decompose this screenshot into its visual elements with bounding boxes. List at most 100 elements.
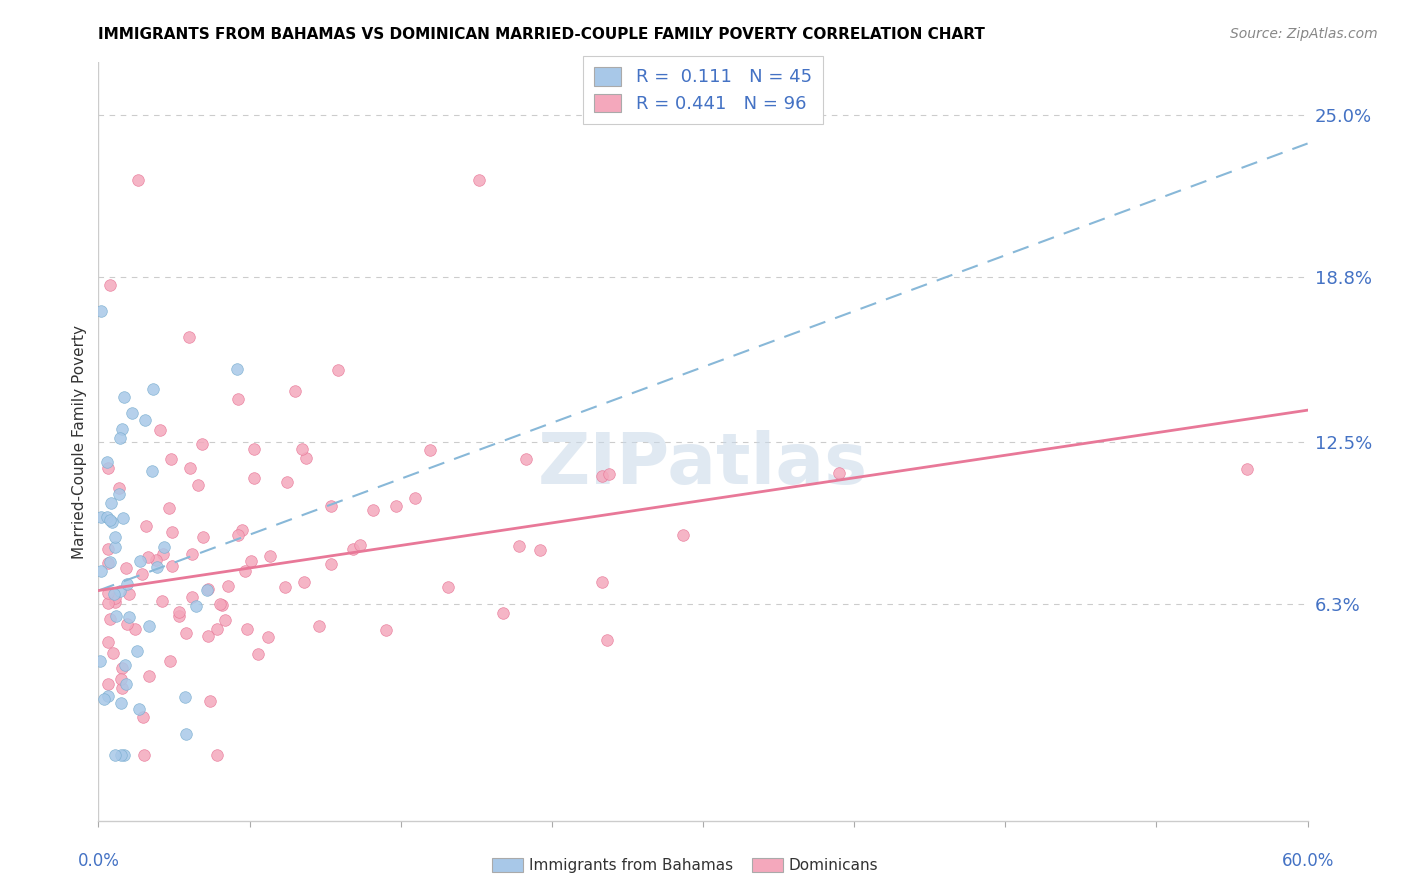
Point xyxy=(128,702,150,716)
Point xyxy=(361,503,384,517)
Point xyxy=(239,554,262,568)
Point xyxy=(90,303,112,318)
Point xyxy=(349,538,371,552)
Point xyxy=(319,558,342,572)
Point xyxy=(118,609,141,624)
Text: IMMIGRANTS FROM BAHAMAS VS DOMINICAN MARRIED-COUPLE FAMILY POVERTY CORRELATION C: IMMIGRANTS FROM BAHAMAS VS DOMINICAN MAR… xyxy=(98,27,986,42)
Point xyxy=(181,547,204,561)
Point xyxy=(596,632,619,647)
Point xyxy=(291,442,314,457)
Text: Immigrants from Bahamas: Immigrants from Bahamas xyxy=(529,858,733,872)
Point xyxy=(112,748,135,763)
Point xyxy=(508,539,530,553)
Point xyxy=(97,541,120,556)
Point xyxy=(193,530,215,544)
Point xyxy=(97,689,120,703)
Point xyxy=(591,574,613,589)
Point xyxy=(110,748,132,763)
Point xyxy=(274,581,297,595)
Point xyxy=(468,173,491,187)
Point xyxy=(225,361,247,376)
Point xyxy=(153,541,176,555)
Point xyxy=(104,748,127,763)
Point xyxy=(103,646,125,660)
Text: Dominicans: Dominicans xyxy=(789,858,879,872)
Point xyxy=(174,727,197,741)
Text: Source: ZipAtlas.com: Source: ZipAtlas.com xyxy=(1230,27,1378,41)
Point xyxy=(160,559,183,574)
Point xyxy=(104,591,127,606)
Point xyxy=(243,442,266,456)
Point xyxy=(132,710,155,724)
Point xyxy=(1236,461,1258,475)
Point xyxy=(138,669,160,683)
Point xyxy=(117,577,139,591)
Point xyxy=(97,557,120,571)
Point xyxy=(191,437,214,451)
Point xyxy=(197,582,219,596)
Point xyxy=(110,584,132,599)
Point xyxy=(98,555,121,569)
Point xyxy=(132,748,155,763)
Point xyxy=(112,390,135,404)
Point xyxy=(226,392,249,407)
Point xyxy=(515,451,537,466)
Point xyxy=(152,547,174,561)
Point xyxy=(97,586,120,600)
Point xyxy=(97,677,120,691)
Point xyxy=(159,654,181,668)
Point xyxy=(93,692,115,706)
Point xyxy=(135,518,157,533)
Point xyxy=(138,619,160,633)
Point xyxy=(96,455,118,469)
Point xyxy=(131,566,153,581)
Point xyxy=(150,593,173,607)
Point xyxy=(103,587,125,601)
Point xyxy=(319,500,342,514)
Point xyxy=(115,616,138,631)
Point xyxy=(492,606,515,620)
Point xyxy=(207,622,229,636)
Point xyxy=(226,528,249,542)
Point xyxy=(231,523,253,537)
Point xyxy=(205,748,228,763)
Point xyxy=(529,542,551,557)
Point xyxy=(243,471,266,485)
Point xyxy=(111,511,134,525)
Point xyxy=(211,598,233,612)
Point xyxy=(124,622,146,636)
Point xyxy=(110,696,132,710)
Point xyxy=(110,672,132,686)
Point xyxy=(384,499,406,513)
Point xyxy=(97,596,120,610)
Point xyxy=(115,676,138,690)
Point xyxy=(104,540,127,554)
Point xyxy=(259,549,281,563)
Point xyxy=(118,587,141,601)
Point xyxy=(179,460,201,475)
Point xyxy=(121,406,143,420)
Point xyxy=(115,561,138,575)
Point xyxy=(233,564,256,578)
Point xyxy=(108,481,131,495)
Y-axis label: Married-Couple Family Poverty: Married-Couple Family Poverty xyxy=(72,325,87,558)
Point xyxy=(111,681,134,695)
Point xyxy=(181,590,204,604)
Point xyxy=(257,630,280,644)
Point xyxy=(89,654,111,668)
Point xyxy=(127,644,149,658)
Point xyxy=(184,599,207,613)
Point xyxy=(128,554,150,568)
Point xyxy=(295,450,318,465)
Point xyxy=(141,465,163,479)
Point xyxy=(138,549,160,564)
Point xyxy=(284,384,307,398)
Point xyxy=(247,647,270,661)
Point xyxy=(437,580,460,594)
Point xyxy=(328,362,350,376)
Point xyxy=(187,478,209,492)
Point xyxy=(672,528,695,542)
Point xyxy=(100,496,122,510)
Point xyxy=(160,524,183,539)
Point xyxy=(104,530,127,544)
